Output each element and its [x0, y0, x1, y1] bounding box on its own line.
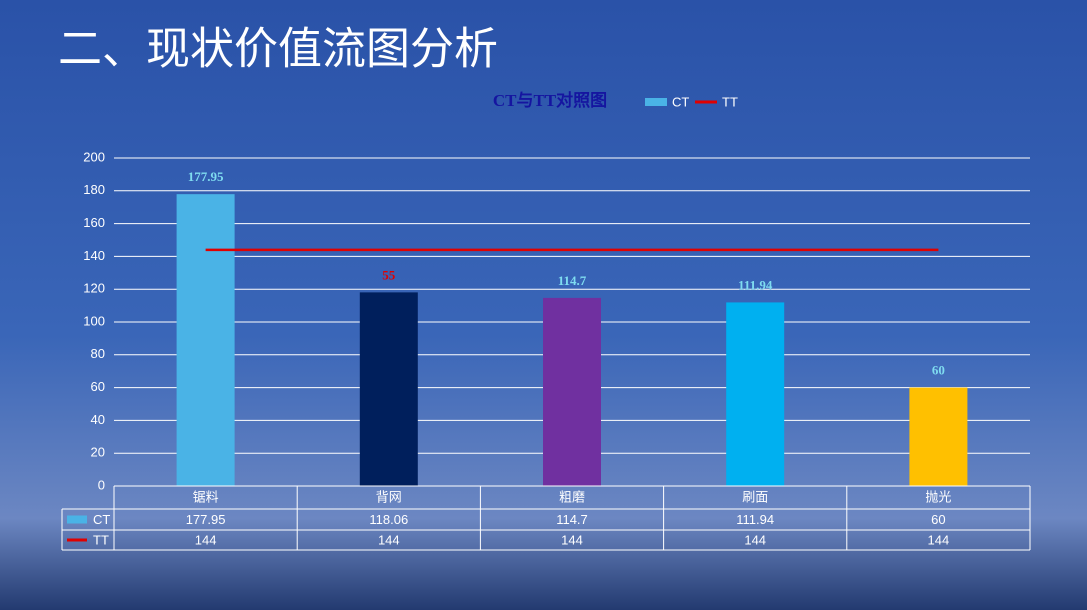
table-row-label: TT: [93, 532, 109, 547]
y-tick-label: 100: [83, 313, 105, 328]
table-cell: 144: [561, 532, 583, 547]
y-tick-label: 160: [83, 215, 105, 230]
y-tick-label: 60: [91, 379, 105, 394]
bar: [909, 387, 968, 486]
table-cell: 144: [195, 532, 217, 547]
table-legend-key: [67, 515, 87, 524]
table-cell: 111.94: [736, 512, 774, 527]
table-header: 背网: [376, 489, 402, 504]
table-cell: 114.7: [556, 512, 588, 527]
legend-label: CT: [672, 94, 689, 109]
data-label: 55: [382, 267, 396, 282]
y-tick-label: 200: [83, 149, 105, 164]
y-tick-label: 20: [91, 445, 105, 460]
page-title: 二、现状价值流图分析: [58, 25, 498, 74]
bar: [543, 297, 601, 486]
data-label: 114.7: [558, 273, 587, 288]
table-cell: 144: [928, 532, 950, 547]
table-cell: 60: [931, 512, 945, 527]
table-header: 抛光: [925, 489, 951, 504]
table-cell: 144: [378, 532, 400, 547]
y-tick-label: 0: [98, 477, 105, 492]
data-label: 111.94: [738, 277, 773, 292]
legend-label: TT: [722, 94, 738, 109]
chart-title: CT与TT对照图: [493, 90, 607, 110]
table-row-label: CT: [93, 512, 110, 527]
table-cell: 177.95: [186, 512, 226, 527]
table-header: 锯料: [193, 489, 219, 504]
bar: [726, 302, 785, 486]
y-tick-label: 120: [83, 281, 105, 296]
bar: [359, 292, 418, 486]
y-tick-label: 180: [83, 182, 105, 197]
table-header: 粗磨: [559, 489, 585, 504]
y-tick-label: 80: [91, 346, 105, 361]
y-tick-label: 40: [91, 412, 105, 427]
table-cell: 118.06: [369, 512, 408, 527]
table-header: 刷面: [742, 489, 768, 504]
table-cell: 144: [744, 532, 766, 547]
data-label: 60: [932, 363, 945, 378]
y-tick-label: 140: [83, 248, 105, 263]
data-label: 177.95: [188, 169, 224, 184]
legend-swatch: [645, 98, 667, 106]
bar: [176, 194, 235, 487]
